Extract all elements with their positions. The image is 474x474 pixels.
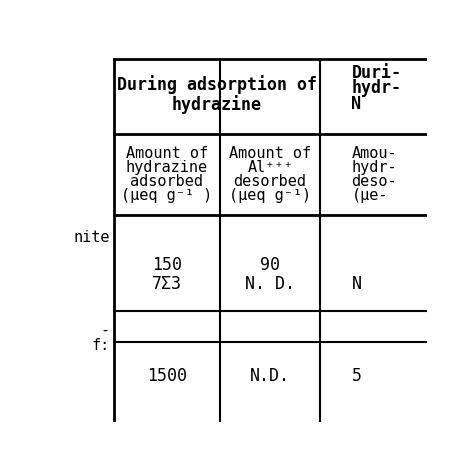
Text: (μe-: (μe- xyxy=(351,188,388,202)
Text: adsorbed: adsorbed xyxy=(130,174,203,189)
Text: hydr-: hydr- xyxy=(351,160,397,175)
Text: 150: 150 xyxy=(152,256,182,274)
Text: hydrazine: hydrazine xyxy=(172,95,262,114)
Text: deso-: deso- xyxy=(351,174,397,189)
Text: 1500: 1500 xyxy=(146,367,187,385)
Text: Duri-: Duri- xyxy=(351,64,401,82)
Text: nite: nite xyxy=(73,230,109,245)
Text: hydrazine: hydrazine xyxy=(126,160,208,175)
Text: hydr-: hydr- xyxy=(351,80,401,98)
Text: desorbed: desorbed xyxy=(234,174,307,189)
Text: 90: 90 xyxy=(260,256,280,274)
Text: During adsorption of: During adsorption of xyxy=(117,75,317,94)
Text: N. D.: N. D. xyxy=(245,275,295,293)
Text: 5: 5 xyxy=(351,367,361,385)
Text: (μeq g⁻¹ ): (μeq g⁻¹ ) xyxy=(121,188,212,202)
Text: Amou-: Amou- xyxy=(351,146,397,161)
Text: N: N xyxy=(351,275,361,293)
Text: (μeq g⁻¹): (μeq g⁻¹) xyxy=(229,188,311,202)
Text: Al⁺⁺⁺: Al⁺⁺⁺ xyxy=(247,160,293,175)
Text: Amount of: Amount of xyxy=(229,146,311,161)
Text: f:: f: xyxy=(91,338,109,353)
Text: N.D.: N.D. xyxy=(250,367,290,385)
Text: -: - xyxy=(100,323,109,338)
Text: N: N xyxy=(351,95,361,113)
Text: 7Σ3: 7Σ3 xyxy=(152,275,182,293)
Text: Amount of: Amount of xyxy=(126,146,208,161)
